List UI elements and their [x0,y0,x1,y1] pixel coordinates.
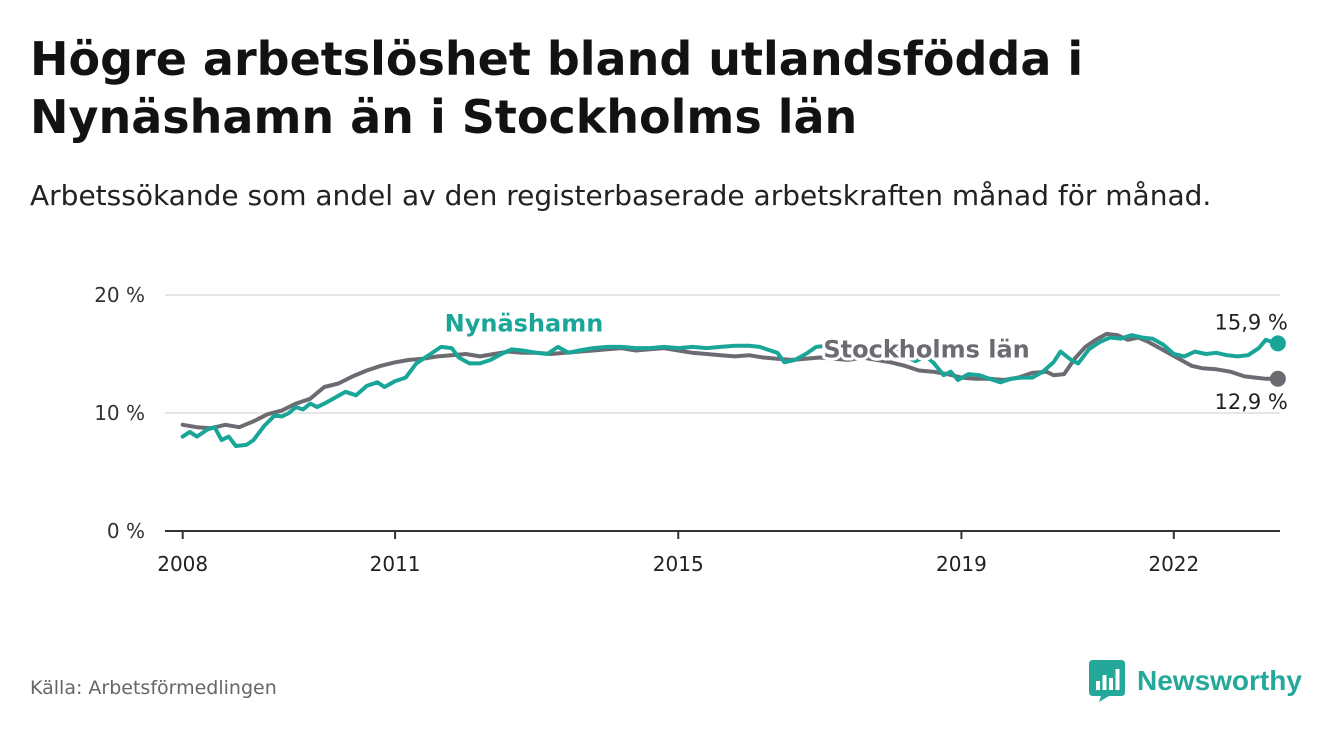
chart-svg: 0 % 10 % 20 % 2008 2011 2015 2019 2022 Nynäshamn… [94,283,1288,576]
chart-title: Högre arbetslöshet bland utlandsfödda i … [30,32,1084,144]
brand-name: Newsworthy [1137,665,1302,696]
bar-chart-logo-icon [1089,660,1125,702]
source-note: Källa: Arbetsförmedlingen [30,677,277,699]
end-label-stockholm: 12,9 % [1214,390,1287,414]
end-point-nynashamn [1269,335,1286,352]
y-tick-label: 10 % [94,401,145,425]
brand-logo[interactable]: Newsworthy [1089,659,1302,703]
x-tick-label: 2008 [157,552,208,576]
line-chart: 0 % 10 % 20 % 2008 2011 2015 2019 2022 Nynäshamn… [0,270,1340,600]
end-point-stockholm [1269,370,1286,387]
x-tick-label: 2022 [1148,552,1199,576]
series-line-nynashamn [180,333,1280,448]
end-label-nynashamn: 15,9 % [1214,310,1287,334]
x-tick-label: 2019 [936,552,987,576]
y-tick-label: 20 % [94,283,145,307]
x-tick-label: 2015 [653,552,704,576]
y-tick-label: 0 % [107,519,145,543]
series-label-nynashamn: Nynäshamn [445,310,604,338]
series-label-stockholm: Stockholms län [823,336,1029,364]
x-tick-label: 2011 [370,552,421,576]
chart-subtitle: Arbetssökande som andel av den registerb… [30,179,1212,212]
